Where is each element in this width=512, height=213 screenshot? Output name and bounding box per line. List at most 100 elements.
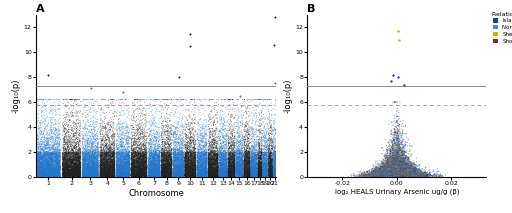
Point xyxy=(412,171,420,175)
Point xyxy=(76,169,84,173)
Point xyxy=(81,173,90,176)
Point xyxy=(242,144,250,147)
Point xyxy=(70,107,78,110)
Point xyxy=(212,117,221,120)
Point xyxy=(393,164,401,167)
Point xyxy=(147,161,155,164)
Point xyxy=(52,172,60,175)
Point xyxy=(131,169,139,172)
Point xyxy=(164,171,172,175)
Point xyxy=(43,160,51,164)
Point xyxy=(165,143,174,146)
Point xyxy=(200,172,208,175)
Point xyxy=(224,153,232,156)
Point xyxy=(48,167,56,171)
Point xyxy=(241,174,249,178)
Point xyxy=(216,159,224,163)
Point xyxy=(249,159,258,163)
Point xyxy=(193,169,201,172)
Point xyxy=(96,124,104,127)
Point xyxy=(200,161,208,164)
Point xyxy=(66,158,74,161)
Point xyxy=(94,141,102,145)
Point xyxy=(172,152,180,155)
Point xyxy=(151,158,159,161)
Point xyxy=(406,165,414,168)
Point xyxy=(119,157,127,160)
Point xyxy=(121,172,129,176)
Point xyxy=(389,165,397,168)
Point xyxy=(186,173,194,176)
Point xyxy=(214,168,222,171)
Point xyxy=(227,172,235,175)
Point xyxy=(381,172,390,176)
Point xyxy=(100,160,108,163)
Point xyxy=(263,170,271,174)
Point xyxy=(46,121,54,125)
Point xyxy=(391,167,399,170)
Point xyxy=(230,165,239,168)
Point xyxy=(272,150,280,154)
Point xyxy=(392,169,400,173)
Point xyxy=(35,135,44,139)
Point xyxy=(403,169,411,173)
Point xyxy=(53,162,61,165)
Point xyxy=(120,164,129,168)
Point xyxy=(389,159,397,163)
Point xyxy=(218,173,226,176)
Point xyxy=(194,174,202,177)
Point xyxy=(239,174,247,177)
Point xyxy=(139,174,147,177)
Point xyxy=(199,175,207,178)
Point xyxy=(159,164,167,167)
Point xyxy=(197,150,205,154)
Point xyxy=(94,162,102,165)
Point xyxy=(179,163,187,166)
Point xyxy=(244,161,252,164)
Point xyxy=(117,166,125,170)
Point xyxy=(239,172,247,175)
Point xyxy=(406,170,414,173)
Point xyxy=(229,170,237,173)
Point xyxy=(135,175,143,178)
Point xyxy=(378,170,386,173)
Point xyxy=(191,173,199,177)
Point xyxy=(365,174,373,178)
Point xyxy=(206,172,215,175)
Point xyxy=(187,161,195,165)
Point xyxy=(240,158,248,161)
Point xyxy=(224,175,232,178)
Point xyxy=(220,161,228,165)
Point xyxy=(118,174,126,177)
Point xyxy=(195,169,203,172)
Point xyxy=(127,166,136,170)
Point xyxy=(131,155,139,158)
Point xyxy=(105,153,113,157)
Point xyxy=(116,122,124,125)
Point xyxy=(87,167,95,171)
Point xyxy=(44,163,52,166)
Point xyxy=(133,169,141,173)
Point xyxy=(65,161,73,164)
Point xyxy=(373,174,381,178)
Point xyxy=(388,158,396,161)
Point xyxy=(77,152,85,155)
Point xyxy=(238,171,246,174)
Point xyxy=(267,171,275,175)
Point xyxy=(201,169,209,172)
Point xyxy=(148,164,156,167)
Point xyxy=(75,165,83,168)
Point xyxy=(187,155,195,159)
Point xyxy=(103,160,111,163)
Point xyxy=(385,171,393,174)
Point xyxy=(205,171,214,174)
Point xyxy=(175,143,183,146)
Point xyxy=(374,166,382,170)
Point xyxy=(381,161,390,164)
Point xyxy=(151,169,159,173)
Point xyxy=(384,168,392,171)
Point xyxy=(118,151,126,155)
Point xyxy=(402,166,411,169)
Point xyxy=(370,169,378,173)
Point xyxy=(61,172,69,175)
